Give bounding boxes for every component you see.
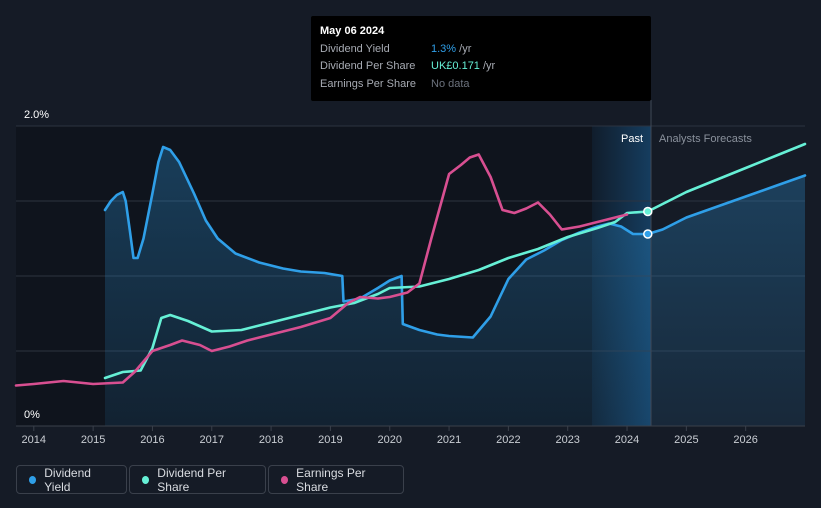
tooltip-date: May 06 2024 xyxy=(320,25,385,37)
x-axis: 2014 2015 2016 2017 2018 2019 2020 2021 2022 2023… xyxy=(16,425,805,446)
dividend-per-share-forecast-line xyxy=(646,142,807,213)
x-tick-label: 2016 xyxy=(140,434,164,446)
forecast-region-label: Analysts Forecasts xyxy=(659,133,752,145)
legend-label: Earnings Per Share xyxy=(296,465,366,494)
tooltip-label-earnings-per-share: Earnings Per Share xyxy=(320,78,416,90)
tooltip: May 06 2024 Dividend Yield 1.3% /yr Divi… xyxy=(311,16,651,101)
series-lines xyxy=(14,142,807,387)
legend-label: Dividend Per Share xyxy=(157,465,226,494)
legend-item-earnings-per-share[interactable]: Earnings Per Share xyxy=(268,465,404,494)
tooltip-value-earnings-per-share: No data xyxy=(431,78,470,90)
tooltip-label-dividend-yield: Dividend Yield xyxy=(320,43,390,55)
dividend-yield-dot-icon xyxy=(29,475,37,484)
series-markers xyxy=(643,206,653,239)
y-tick-label-bottom: 0% xyxy=(24,409,40,421)
y-tick-label-top: 2.0% xyxy=(24,109,49,121)
dividend-yield-line xyxy=(103,145,650,339)
earnings-per-share-dot-icon xyxy=(281,475,289,484)
x-tick-label: 2021 xyxy=(437,434,461,446)
x-tick-label: 2019 xyxy=(318,434,342,446)
x-tick-label: 2014 xyxy=(22,434,46,446)
x-tick-label: 2017 xyxy=(200,434,224,446)
x-tick-label: 2024 xyxy=(615,434,639,446)
dividend-yield-area xyxy=(105,147,805,426)
legend-item-dividend-per-share[interactable]: Dividend Per Share xyxy=(129,465,266,494)
dividend-per-share-dot-icon xyxy=(142,475,150,484)
tooltip-value-dividend-yield: 1.3% /yr xyxy=(431,43,472,55)
dividend-yield-marker xyxy=(643,229,653,239)
x-tick-label: 2020 xyxy=(377,434,401,446)
x-tick-label: 2022 xyxy=(496,434,520,446)
x-tick-label: 2025 xyxy=(674,434,698,446)
dividend-per-share-marker xyxy=(643,206,653,217)
earnings-per-share-line xyxy=(14,153,629,387)
tooltip-value-dividend-per-share: UK£0.171 /yr xyxy=(431,60,496,72)
x-tick-label: 2018 xyxy=(259,434,283,446)
x-tick-label: 2015 xyxy=(81,434,105,446)
legend-label: Dividend Yield xyxy=(44,465,91,494)
past-region-label: Past xyxy=(621,133,643,145)
dividend-yield-forecast-line xyxy=(646,174,807,236)
dividend-per-share-line xyxy=(103,210,650,380)
x-tick-label: 2026 xyxy=(733,434,757,446)
dividend-yield-area-fill xyxy=(105,147,805,426)
tooltip-label-dividend-per-share: Dividend Per Share xyxy=(320,60,416,72)
legend-item-dividend-yield[interactable]: Dividend Yield xyxy=(16,465,127,494)
x-tick-label: 2023 xyxy=(555,434,579,446)
